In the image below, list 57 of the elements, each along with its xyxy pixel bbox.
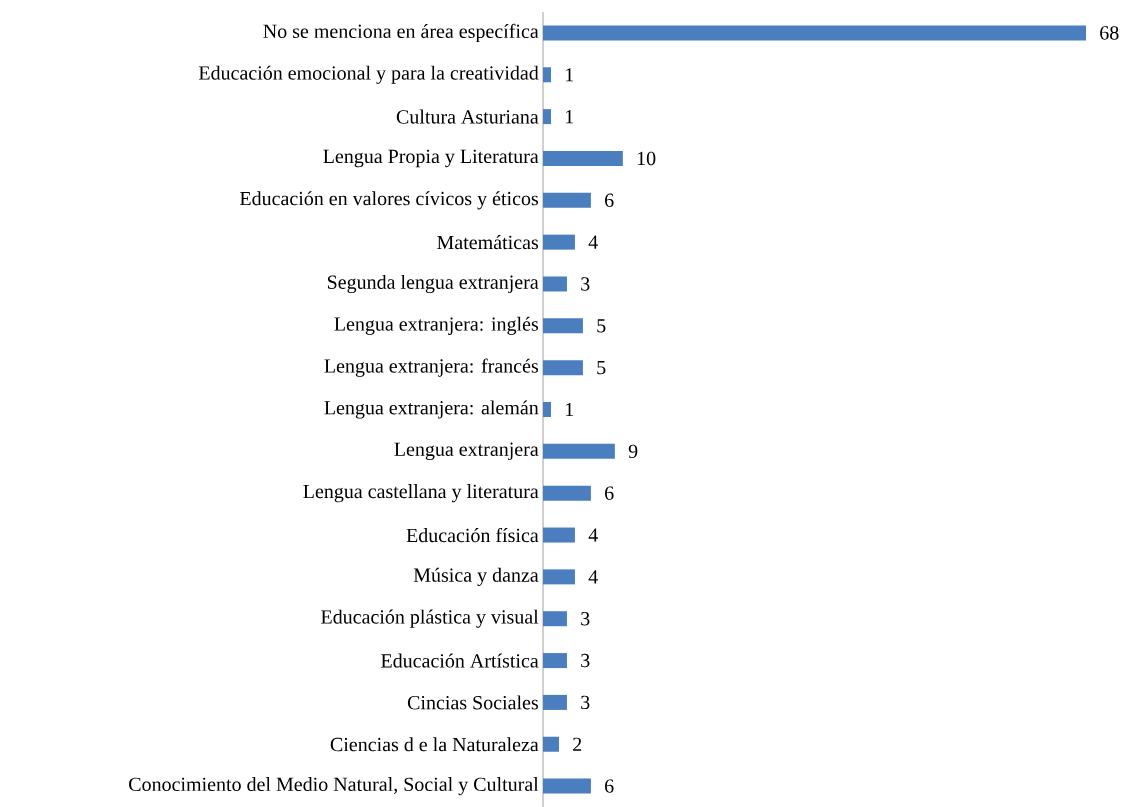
data-label: 6 (605, 486, 614, 500)
bar (543, 234, 575, 250)
y-tick-label: Educación plástica y visual (321, 609, 539, 628)
bar (543, 485, 591, 501)
y-tick-label: Música y danza (413, 567, 539, 586)
bar (543, 569, 575, 585)
y-tick-label: Educación física (406, 527, 539, 543)
bar (543, 402, 551, 418)
data-label: 3 (581, 612, 590, 626)
bar (543, 443, 615, 459)
data-label: 4 (588, 528, 598, 542)
data-label: 4 (588, 235, 598, 249)
bar (543, 527, 575, 543)
y-tick-label: Lengua extranjera: inglés (334, 316, 539, 335)
bar (543, 109, 551, 125)
bar (543, 736, 559, 752)
data-label: 3 (581, 695, 590, 710)
data-label: 6 (605, 779, 614, 793)
data-label: 5 (597, 361, 606, 375)
data-label: 68 (1100, 26, 1119, 40)
bar (543, 653, 567, 669)
data-label: 2 (573, 737, 582, 751)
y-tick-label: Matemáticas (437, 235, 539, 250)
data-label: 9 (628, 444, 638, 459)
bar (543, 150, 623, 166)
bar (543, 276, 567, 292)
data-label: 1 (566, 68, 574, 82)
data-label: 1 (566, 402, 574, 417)
data-label: 6 (605, 193, 614, 208)
bar (543, 318, 583, 334)
bar (543, 778, 591, 794)
y-tick-label: Educación Artística (381, 653, 539, 668)
data-label: 10 (637, 151, 656, 166)
y-tick-label: Segunda lengua extranjera (327, 274, 539, 294)
y-tick-label: Lengua extranjera (394, 442, 539, 461)
bar (543, 67, 551, 83)
y-tick-label: Cultura Asturiana (396, 109, 539, 124)
data-label: 4 (588, 570, 598, 584)
y-tick-label: Lengua extranjera: francés (324, 358, 539, 377)
y-tick-label: Lengua extranjera: alemán (324, 400, 539, 419)
bar (543, 360, 583, 376)
bar (543, 192, 591, 208)
y-tick-label: Educación emocional y para la creatividad (198, 65, 539, 84)
data-label: 3 (581, 653, 590, 668)
bar (543, 25, 1086, 41)
data-label: 1 (566, 110, 574, 124)
y-tick-label: Lengua Propia y Literatura (323, 149, 539, 168)
y-tick-label: Conocimiento del Medio Natural, Social y Cultural (129, 777, 539, 796)
y-tick-label: Ciencias d e la Naturaleza (330, 737, 539, 752)
data-label: 5 (597, 319, 606, 333)
y-tick-label: Cincias Sociales (407, 695, 538, 710)
data-label: 3 (581, 277, 590, 291)
y-tick-label: Lengua castellana y literatura (303, 484, 539, 503)
bar (543, 611, 567, 627)
y-tick-label: Educación en valores cívicos y éticos (239, 191, 539, 210)
y-tick-label: No se menciona en área específica (263, 23, 539, 43)
bar (543, 694, 567, 710)
